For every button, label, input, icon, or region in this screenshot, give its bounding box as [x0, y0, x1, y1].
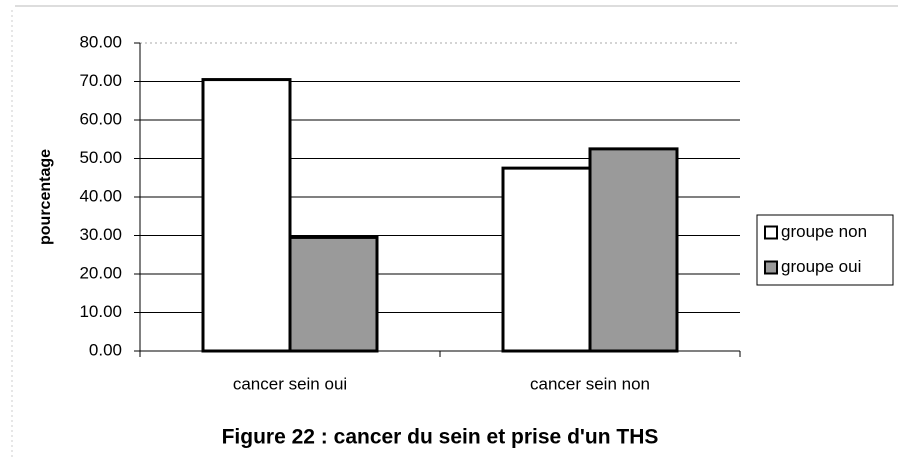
bar	[501, 166, 592, 353]
legend-label: groupe non	[781, 222, 867, 241]
legend-swatch	[764, 260, 778, 275]
bar	[288, 235, 379, 353]
bar	[588, 147, 679, 353]
y-tick-label: 30.00	[79, 225, 122, 244]
x-tick-label: cancer sein oui	[233, 374, 347, 393]
x-tick-label: cancer sein non	[530, 374, 650, 393]
y-tick-label: 0.00	[89, 340, 122, 359]
y-tick-label: 60.00	[79, 109, 122, 128]
bar	[201, 78, 292, 353]
y-tick-label: 70.00	[79, 71, 122, 90]
y-tick-label: 20.00	[79, 263, 122, 282]
legend-box	[756, 214, 894, 286]
y-tick-label: 10.00	[79, 302, 122, 321]
y-tick-label: 80.00	[79, 32, 122, 51]
y-axis-label: pourcentage	[37, 149, 54, 245]
chart-title: Figure 22 : cancer du sein et prise d'un…	[222, 426, 659, 449]
y-tick-label: 40.00	[79, 186, 122, 205]
y-tick-label: 50.00	[79, 148, 122, 167]
legend-label: groupe oui	[781, 257, 861, 276]
legend-swatch	[764, 225, 778, 240]
